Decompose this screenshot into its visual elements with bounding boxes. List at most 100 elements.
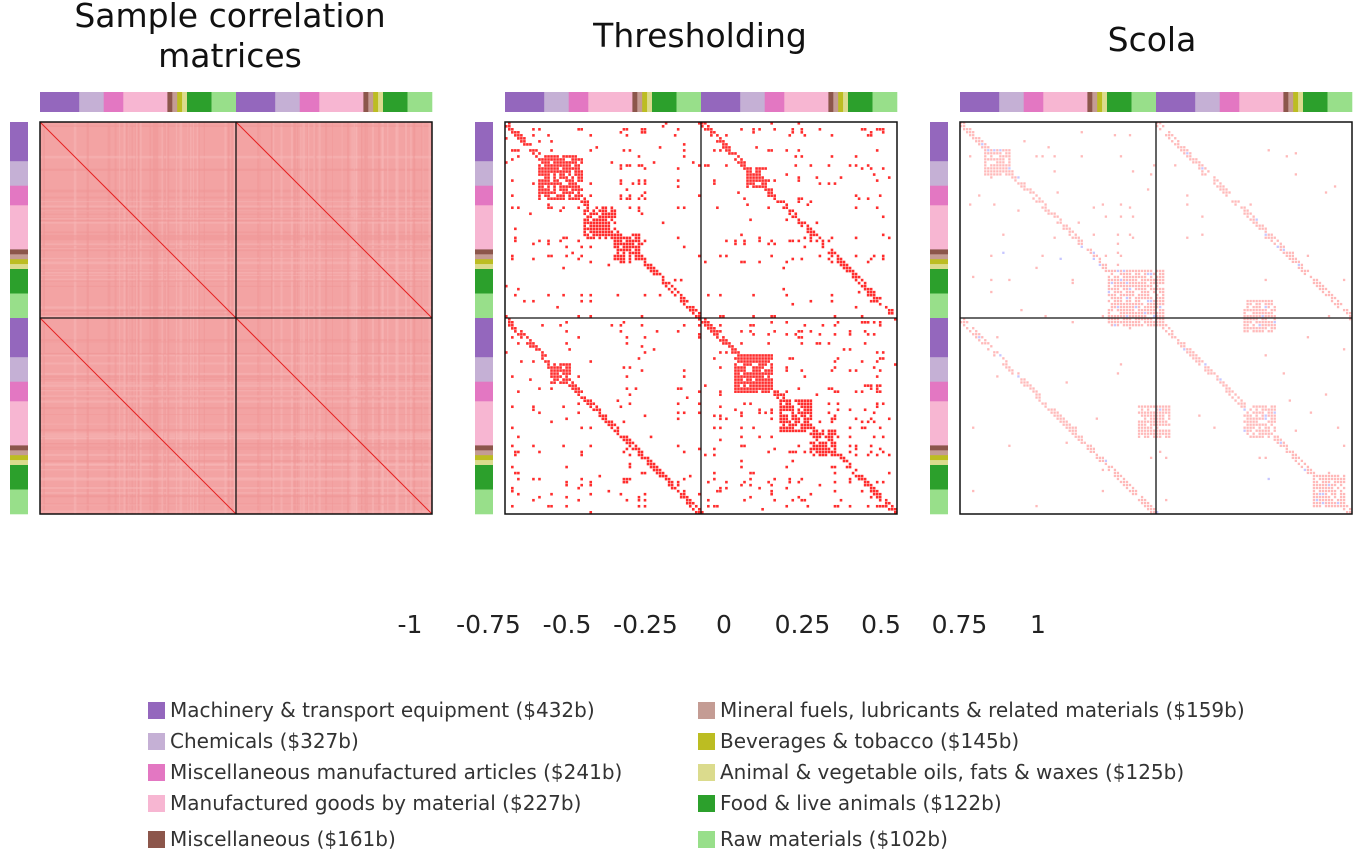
- matrix-cell: [1137, 272, 1141, 276]
- matrix-cell: [1261, 414, 1264, 417]
- matrix-cell: [1119, 299, 1123, 303]
- top-strip-0-0: [40, 92, 80, 112]
- matrix-cell: [685, 498, 689, 502]
- matrix-cell: [1140, 302, 1144, 306]
- matrix-cell: [818, 441, 822, 445]
- legend-item: Beverages & tobacco ($145b): [698, 727, 1019, 755]
- top-strip-29-0: [1102, 92, 1108, 112]
- matrix-cell: [854, 453, 858, 457]
- matrix-cell: [574, 387, 577, 390]
- matrix-cell: [812, 441, 816, 445]
- top-strip-28-1: [1293, 92, 1299, 112]
- matrix-cell: [773, 242, 776, 246]
- matrix-cell: [568, 170, 571, 173]
- matrix-cell: [1116, 318, 1120, 321]
- matrix-cell: [610, 426, 614, 430]
- matrix-cell: [583, 212, 586, 216]
- matrix-cell: [833, 360, 837, 363]
- matrix-cell: [1318, 486, 1322, 490]
- matrix-cell: [827, 251, 831, 255]
- matrix-cell: [797, 420, 801, 424]
- matrix-cell: [806, 227, 810, 231]
- matrix-cell: [881, 402, 885, 406]
- matrix-cell: [589, 227, 593, 231]
- matrix-cell: [601, 206, 605, 210]
- matrix-cell: [1285, 444, 1288, 447]
- matrix-cell: [673, 293, 677, 297]
- matrix-cell: [595, 206, 599, 210]
- matrix-cell: [818, 236, 822, 240]
- matrix-cell: [1159, 122, 1162, 125]
- matrix-cell: [872, 492, 876, 496]
- matrix-cell: [866, 480, 870, 484]
- matrix-cell: [1204, 366, 1207, 369]
- matrix-cell: [538, 173, 541, 176]
- matrix-cell: [987, 173, 990, 176]
- matrix-cell: [1068, 429, 1071, 432]
- matrix-cell: [553, 182, 556, 185]
- matrix-cell: [890, 507, 894, 511]
- matrix-cell: [1125, 486, 1129, 490]
- matrix-cell: [1089, 450, 1092, 453]
- matrix-cell: [1074, 236, 1077, 239]
- matrix-cell: [1044, 405, 1047, 408]
- matrix-cell: [1261, 299, 1264, 303]
- matrix-cell: [752, 314, 755, 318]
- matrix-cell: [803, 399, 807, 403]
- matrix-cell: [707, 498, 710, 502]
- matrix-cell: [1327, 501, 1331, 505]
- matrix-cell: [532, 182, 535, 185]
- matrix-cell: [1258, 302, 1261, 306]
- matrix-cell: [866, 290, 870, 294]
- matrix-cell: [1086, 444, 1089, 447]
- matrix-cell: [1303, 269, 1307, 273]
- matrix-cell: [734, 239, 737, 243]
- matrix-cell: [842, 266, 846, 270]
- matrix-cell: [1243, 206, 1246, 209]
- matrix-cell: [1270, 408, 1273, 411]
- matrix-cell: [797, 239, 801, 243]
- matrix-cell: [1195, 158, 1198, 161]
- matrix-cell: [1113, 287, 1117, 291]
- matrix-cell: [538, 167, 541, 170]
- matrix-cell: [875, 360, 879, 363]
- matrix-cell: [592, 212, 596, 216]
- matrix-cell: [649, 435, 653, 439]
- matrix-cell: [785, 504, 789, 508]
- matrix-cell: [704, 122, 707, 125]
- matrix-cell: [875, 495, 879, 499]
- matrix-cell: [1156, 284, 1159, 288]
- matrix-cell: [848, 369, 852, 372]
- matrix-cell: [1131, 324, 1135, 327]
- matrix-cell: [1119, 278, 1123, 282]
- matrix-cell: [1318, 501, 1322, 505]
- matrix-cell: [634, 236, 638, 240]
- matrix-cell: [682, 492, 686, 496]
- matrix-cell: [821, 450, 825, 454]
- matrix-cell: [869, 257, 873, 261]
- matrix-cell: [1095, 254, 1098, 257]
- matrix-cell: [1249, 435, 1252, 438]
- matrix-cell: [1267, 299, 1270, 303]
- matrix-cell: [1183, 348, 1186, 351]
- matrix-cell: [1162, 272, 1165, 276]
- matrix-cell: [779, 408, 782, 412]
- matrix-cell: [586, 227, 590, 231]
- matrix-cell: [830, 450, 834, 454]
- matrix-cell: [619, 260, 623, 264]
- matrix-cell: [580, 158, 583, 161]
- matrix-cell: [1101, 263, 1105, 267]
- matrix-cell: [836, 402, 840, 406]
- matrix-cell: [1059, 414, 1062, 417]
- matrix-cell: [990, 345, 993, 348]
- matrix-cell: [809, 164, 813, 167]
- matrix-cell: [1255, 405, 1258, 408]
- matrix-cell: [1005, 360, 1008, 363]
- matrix-cell: [562, 236, 565, 240]
- matrix-cell: [743, 372, 746, 375]
- matrix-cell: [1162, 296, 1165, 300]
- matrix-cell: [740, 360, 743, 363]
- matrix-cell: [761, 507, 764, 511]
- matrix-cell: [682, 495, 686, 499]
- matrix-cell: [1255, 330, 1258, 333]
